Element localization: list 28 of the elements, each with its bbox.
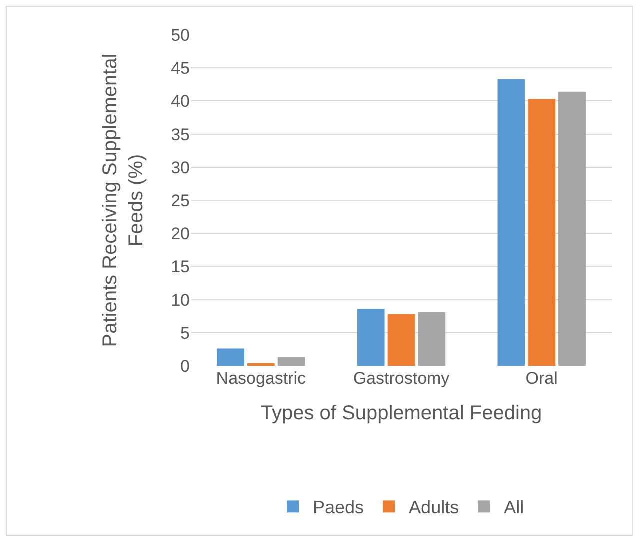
bar xyxy=(498,79,526,366)
legend-label: Adults xyxy=(409,498,460,518)
y-tick-label: 50 xyxy=(171,26,190,45)
legend-label: All xyxy=(504,498,524,518)
y-tick-label: 15 xyxy=(171,258,190,277)
x-tick-label: Nasogastric xyxy=(216,369,307,388)
y-tick-label: 25 xyxy=(171,191,190,210)
y-tick-label: 0 xyxy=(180,356,190,376)
y-tick-label: 45 xyxy=(171,59,190,78)
bar xyxy=(357,309,385,366)
bar xyxy=(217,348,244,366)
x-tick-label: Oral xyxy=(526,369,558,388)
bar xyxy=(247,363,275,366)
x-tick-label: Gastrostomy xyxy=(353,369,450,388)
y-tick-label: 10 xyxy=(171,290,190,310)
y-tick-label: 40 xyxy=(171,92,190,112)
bar xyxy=(418,312,446,366)
x-axis-title: Types of Supplemental Feeding xyxy=(260,402,542,424)
y-tick-label: 30 xyxy=(171,158,190,178)
bar xyxy=(388,314,416,366)
legend-label: Paeds xyxy=(313,498,364,518)
y-axis-title: Patients Receiving Supplemental Feeds (%) xyxy=(100,54,148,348)
bar xyxy=(528,99,556,366)
y-tick-label: 35 xyxy=(171,125,190,144)
bar xyxy=(558,92,586,366)
y-tick-label: 20 xyxy=(171,224,190,244)
bar xyxy=(278,357,306,366)
y-tick-label: 5 xyxy=(180,324,190,343)
